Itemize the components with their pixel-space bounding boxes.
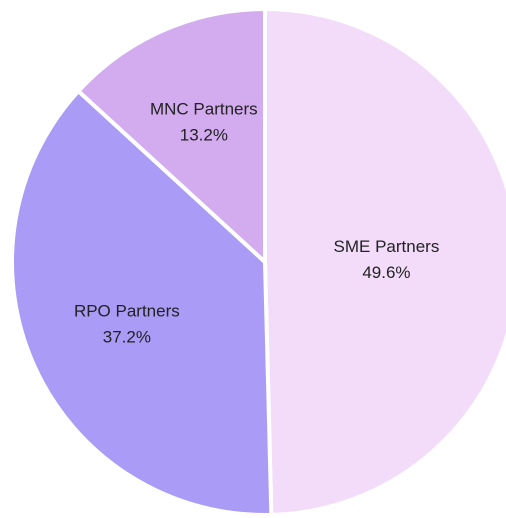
slice-value-label: 13.2% — [180, 126, 228, 145]
pie-slice — [10, 89, 274, 517]
slice-value-label: 37.2% — [103, 327, 151, 346]
pie-slice — [263, 7, 506, 517]
slice-value-label: 49.6% — [362, 263, 410, 282]
slice-label: MNC Partners — [150, 100, 258, 119]
slice-label: RPO Partners — [74, 301, 180, 320]
slice-label: SME Partners — [334, 237, 440, 256]
pie-slice — [76, 7, 267, 264]
